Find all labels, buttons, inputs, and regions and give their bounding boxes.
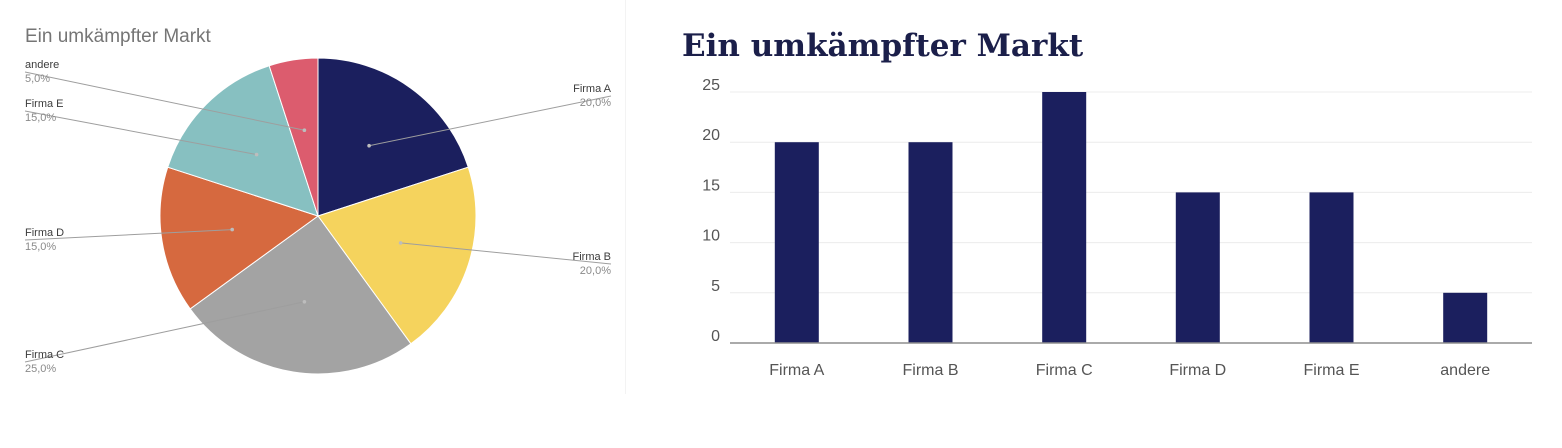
pie-value-andere: 5,0% <box>25 73 50 85</box>
bar-y-tick-0: 0 <box>711 328 720 345</box>
bar-y-tick-20: 20 <box>702 127 720 144</box>
pie-value-firma-b: 20,0% <box>580 265 611 277</box>
bar-x-tick-firma-e: Firma E <box>1304 362 1360 379</box>
pie-leader-dot-firma-c <box>302 300 307 304</box>
bar-x-tick-andere: andere <box>1440 362 1490 379</box>
pie-value-firma-e: 15,0% <box>25 112 56 124</box>
bar-chart-title: Ein umkämpfter Markt <box>682 28 1084 64</box>
pie-leader-firma-e <box>24 110 257 156</box>
pie-leader-andere <box>24 71 305 131</box>
bar-y-tick-15: 15 <box>702 177 720 194</box>
bar-firma-b <box>908 142 953 343</box>
bar-x-tick-firma-d: Firma D <box>1169 362 1226 379</box>
pie-chart: Ein umkämpfter Markt Firma A 20,0% Firma B… <box>24 26 612 375</box>
pie-leader-firma-d <box>24 229 233 241</box>
pie-slice-firma-b <box>317 166 477 345</box>
pie-label-firma-a: Firma A <box>573 83 612 95</box>
pie-leader-dot-firma-a <box>367 143 371 148</box>
pie-label-firma-e: Firma E <box>25 98 64 110</box>
pie-leader-firma-b <box>400 242 612 265</box>
pie-leader-firma-c <box>24 301 305 363</box>
pie-slice-andere <box>268 57 319 217</box>
bar-y-tick-5: 5 <box>711 278 720 295</box>
pie-slice-firma-d <box>159 166 320 310</box>
pie-leader-firma-a <box>368 95 612 147</box>
bar-firma-c <box>1042 92 1087 343</box>
bar-x-tick-firma-a: Firma A <box>769 362 824 379</box>
bar-y-tick-25: 25 <box>702 77 720 94</box>
bar-andere <box>1443 292 1488 343</box>
bar-firma-d <box>1175 192 1220 343</box>
bar-x-tick-firma-c: Firma C <box>1036 362 1093 379</box>
pie-leader-lines <box>24 71 612 363</box>
pie-slice-firma-a <box>317 57 469 217</box>
pie-value-firma-c: 25,0% <box>25 363 56 375</box>
pie-slice-firma-c <box>189 215 412 375</box>
pie-label-firma-d: Firma D <box>25 227 64 239</box>
pie-chart-title: Ein umkämpfter Markt <box>25 26 212 47</box>
bar-x-tick-firma-b: Firma B <box>903 362 959 379</box>
pie-label-firma-c: Firma C <box>25 349 64 361</box>
panel-divider <box>625 0 626 394</box>
bar-firma-e <box>1309 192 1354 343</box>
pie-leader-dot-firma-e <box>254 152 259 157</box>
pie-slices <box>159 57 477 375</box>
pie-label-andere: andere <box>25 59 59 71</box>
pie-leader-dot-firma-d <box>230 227 234 232</box>
pie-label-firma-b: Firma B <box>573 251 612 263</box>
pie-value-firma-a: 20,0% <box>580 97 611 109</box>
pie-chart-panel: Ein umkämpfter Markt Firma A 20,0% Firma B… <box>0 0 626 394</box>
pie-leader-dot-firma-b <box>398 241 403 245</box>
pie-slice-firma-e <box>167 65 319 217</box>
pie-leader-dot-andere <box>302 128 307 132</box>
pie-labels: Firma A 20,0% Firma B 20,0% Firma C 25,0% Firm… <box>25 59 612 375</box>
bar-x-axis-ticks: Firma A Firma B Firma C Firma D Firma E ander… <box>769 362 1490 379</box>
bar-firma-a <box>774 142 819 343</box>
bar-y-tick-10: 10 <box>702 228 720 245</box>
bar-bars <box>774 92 1488 343</box>
bar-y-axis-ticks: 0 5 10 15 20 25 <box>702 77 720 345</box>
pie-value-firma-d: 15,0% <box>25 241 56 253</box>
bar-gridlines <box>730 91 1532 294</box>
